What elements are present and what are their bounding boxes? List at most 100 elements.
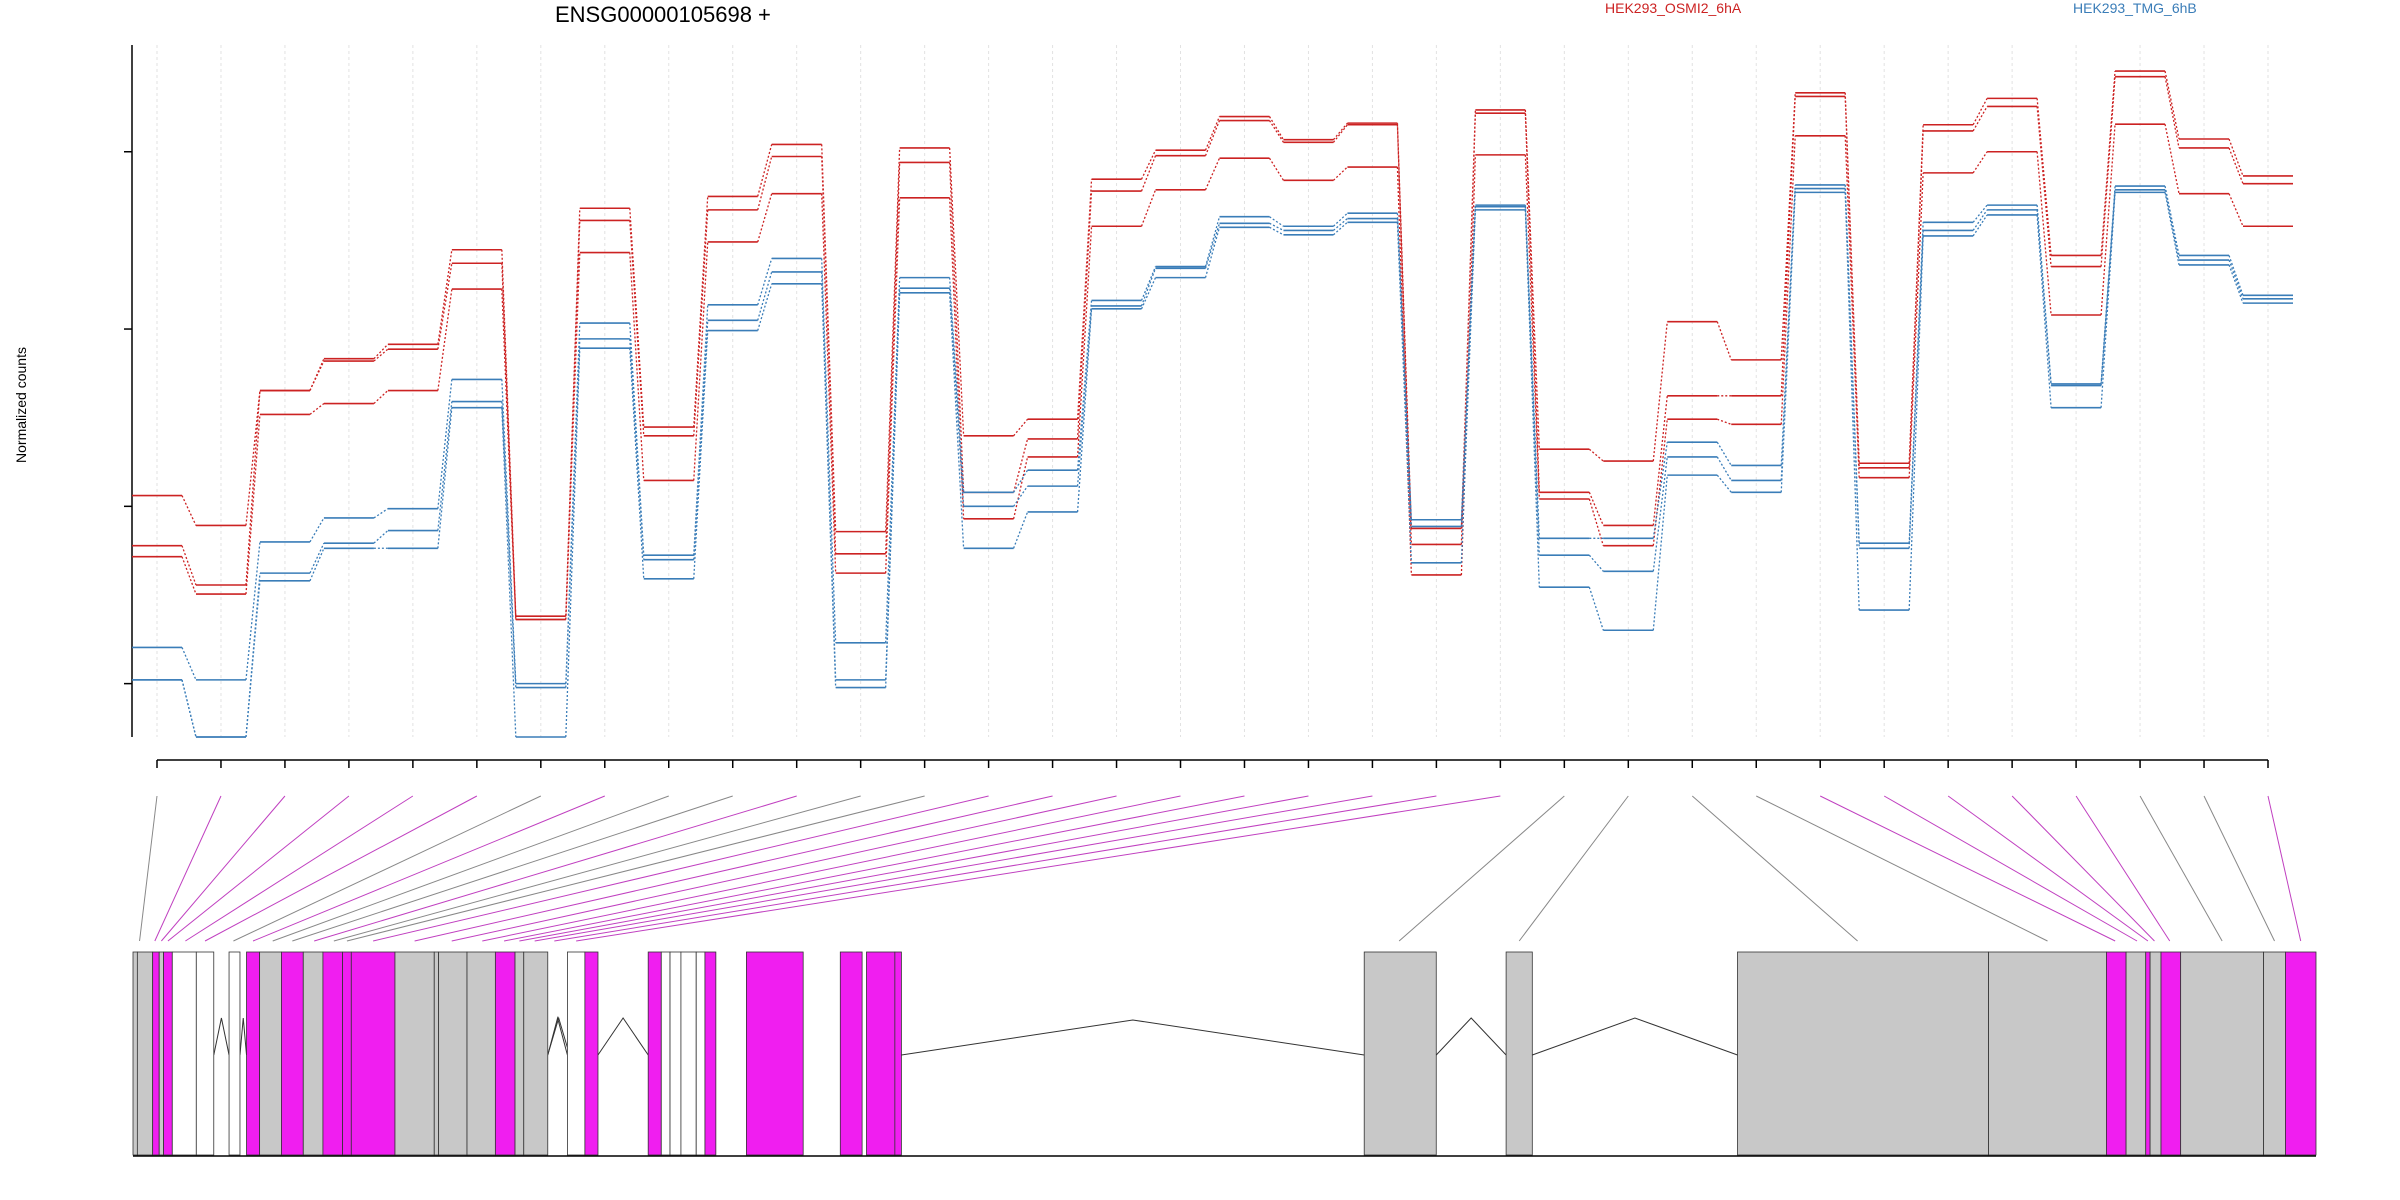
- legend-label-tmg: HEK293_TMG_6hB: [2073, 0, 2197, 16]
- series-transition: [1013, 418, 1029, 437]
- series-transition: [437, 401, 453, 531]
- exon-connector: [167, 795, 350, 942]
- exon-block: [2180, 951, 2265, 1156]
- series-transition: [373, 390, 389, 405]
- series-transition: [1652, 442, 1668, 539]
- series-transition: [2164, 185, 2180, 256]
- exon-block: [302, 951, 324, 1156]
- exon-block: [669, 951, 682, 1156]
- series-transition: [565, 252, 581, 620]
- series-transition: [1333, 218, 1348, 231]
- exon-block: [514, 951, 525, 1156]
- series-transition: [1332, 122, 1348, 141]
- exon-block: [1737, 951, 1989, 1156]
- exon-block: [438, 951, 468, 1156]
- series-transition: [181, 495, 197, 526]
- exon-block: [171, 951, 197, 1156]
- series-transition: [1588, 492, 1604, 526]
- series-transition: [1012, 511, 1029, 549]
- series-transition: [2164, 124, 2180, 194]
- series-transition: [1652, 419, 1668, 546]
- series-transition: [245, 390, 261, 586]
- series-transition: [1268, 120, 1285, 143]
- series-transition: [1844, 135, 1860, 478]
- series-transition: [309, 517, 325, 543]
- legend-label-osmi2: HEK293_OSMI2_6hA: [1605, 0, 1742, 16]
- intron-arc: [1532, 1017, 1738, 1056]
- exon-connector: [2139, 795, 2223, 942]
- exon-block: [494, 951, 516, 1156]
- gene-model: [132, 951, 2317, 1157]
- series-transition: [757, 271, 773, 321]
- exon-block: [695, 951, 706, 1156]
- series-transition: [1844, 188, 1860, 549]
- series-transition: [885, 162, 901, 554]
- series-transition: [1076, 226, 1093, 457]
- series-transition: [948, 292, 965, 549]
- series-transition: [2164, 76, 2180, 149]
- exon-block: [2160, 951, 2182, 1156]
- series-transition: [629, 338, 645, 560]
- series-transition: [437, 407, 453, 549]
- exon-connector: [139, 795, 158, 942]
- series-transition: [885, 292, 901, 688]
- series-transition: [1140, 149, 1157, 180]
- series-transition: [948, 197, 965, 519]
- exon-block: [466, 951, 496, 1156]
- series-transition: [2100, 71, 2116, 256]
- exon-connector: [1819, 795, 2116, 942]
- series-transition: [1012, 438, 1029, 493]
- series-transition: [821, 258, 837, 643]
- series-transition: [885, 277, 901, 643]
- series-transition: [1524, 154, 1540, 500]
- y-axis: [124, 45, 133, 737]
- exon-connector: [252, 795, 605, 942]
- series-transition: [1076, 191, 1093, 439]
- series-transition: [309, 542, 325, 574]
- series-transition: [373, 530, 389, 544]
- exon-connector: [160, 795, 286, 942]
- exon-block: [158, 951, 164, 1156]
- exon-block: [647, 951, 662, 1156]
- series-transition: [1524, 113, 1540, 493]
- series-transition: [181, 647, 197, 681]
- series-transition: [1908, 130, 1924, 468]
- series-transition: [1460, 206, 1477, 527]
- series-transition: [309, 548, 325, 582]
- series-transition: [1908, 172, 1924, 478]
- series-transition: [1780, 96, 1796, 396]
- series-transition: [757, 283, 773, 331]
- series-transition: [245, 390, 261, 526]
- series-transition: [565, 348, 581, 738]
- series-transition: [2228, 138, 2244, 177]
- series-transition: [757, 193, 773, 243]
- intron-arc: [213, 1017, 230, 1056]
- series-transition: [2228, 259, 2244, 300]
- series-transition: [948, 288, 965, 507]
- intron-arc: [1435, 1017, 1507, 1056]
- exon-connector: [2011, 795, 2155, 942]
- series-transition: [2228, 264, 2244, 304]
- series-transition: [501, 379, 517, 684]
- exon-connector: [1518, 795, 1629, 942]
- series-transition: [2036, 214, 2052, 408]
- exon-block: [132, 951, 138, 1156]
- exon-block: [894, 951, 902, 1156]
- exon-connector: [2203, 795, 2275, 942]
- series-transition: [1076, 308, 1093, 512]
- series-transition: [501, 407, 517, 738]
- exon-connector: [451, 795, 1117, 942]
- series-lines: [132, 70, 2293, 738]
- series-transition: [1716, 474, 1732, 493]
- exon-connector: [504, 795, 1245, 942]
- series-transition: [1269, 216, 1284, 227]
- exon-connector: [2075, 795, 2171, 942]
- series-transition: [885, 197, 901, 574]
- series-transition: [2164, 70, 2180, 140]
- series-transition: [757, 156, 773, 211]
- exon-block: [704, 951, 717, 1156]
- series-transition: [1268, 157, 1285, 181]
- series-transition: [693, 196, 709, 428]
- intron-arc: [239, 1017, 248, 1056]
- exon-connector: [519, 795, 1309, 942]
